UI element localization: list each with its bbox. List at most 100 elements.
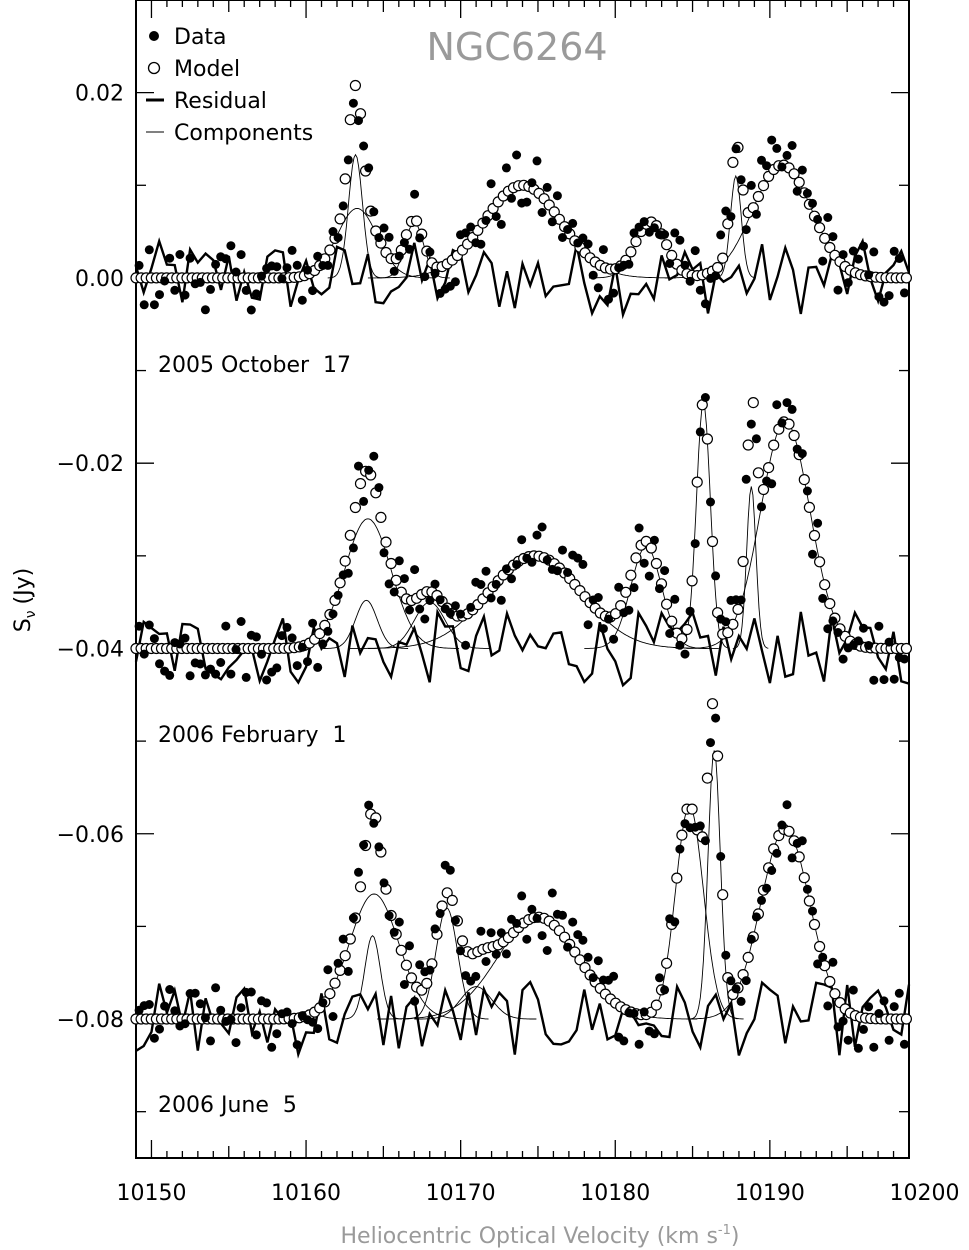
data-point	[410, 565, 420, 575]
data-point	[415, 604, 425, 614]
data-point	[757, 502, 766, 512]
data-point	[802, 486, 812, 496]
y-tick-label: −0.02	[57, 452, 124, 477]
data-point	[624, 259, 634, 269]
data-point	[165, 985, 175, 994]
data-point	[216, 658, 226, 667]
data-point	[348, 98, 358, 108]
data-point	[787, 404, 797, 414]
data-point	[155, 659, 164, 669]
legend-label-model: Model	[174, 57, 240, 82]
data-point	[333, 233, 343, 243]
data-point	[267, 1042, 277, 1052]
data-point	[731, 984, 741, 994]
data-point	[394, 917, 404, 927]
residual-line	[134, 608, 910, 688]
data-point	[838, 250, 848, 260]
data-point	[884, 637, 894, 647]
data-point	[614, 582, 624, 592]
data-point	[588, 973, 598, 983]
data-point	[573, 553, 583, 563]
model-point	[706, 698, 719, 710]
data-point	[675, 844, 685, 854]
data-point	[384, 232, 394, 242]
x-axis-label: Heliocentric Optical Velocity (km s-1)	[341, 1223, 740, 1249]
data-point	[598, 624, 608, 634]
data-point	[496, 928, 506, 938]
data-point	[211, 669, 221, 679]
data-point	[879, 675, 889, 685]
data-point	[864, 1002, 874, 1012]
data-point	[303, 265, 312, 275]
data-point	[532, 530, 542, 540]
model-point	[803, 501, 816, 513]
data-point	[859, 1024, 868, 1034]
model-point	[625, 246, 637, 258]
data-point	[415, 233, 425, 243]
model-point	[339, 950, 351, 962]
data-point	[134, 621, 144, 631]
model-point	[324, 988, 336, 1000]
data-point	[864, 641, 874, 650]
model-point	[824, 241, 836, 254]
data-point	[507, 193, 516, 203]
data-point	[313, 1024, 323, 1034]
data-point	[211, 259, 221, 269]
data-point	[476, 926, 486, 936]
model-point	[829, 988, 841, 1000]
model-point	[732, 603, 744, 616]
data-point	[160, 1001, 170, 1011]
data-point	[379, 548, 389, 558]
data-point	[609, 971, 619, 981]
data-point	[466, 602, 476, 612]
data-point	[160, 276, 170, 286]
data-point	[195, 277, 205, 287]
data-point	[297, 642, 307, 652]
data-point	[251, 632, 261, 642]
model-point	[737, 184, 749, 196]
data-point	[394, 556, 404, 566]
data-point	[838, 654, 848, 664]
data-point	[466, 222, 476, 232]
data-point	[410, 189, 420, 199]
data-point	[532, 913, 542, 923]
data-point	[450, 601, 460, 611]
model-point	[819, 232, 831, 244]
data-point	[430, 924, 440, 934]
data-point	[257, 271, 266, 281]
data-point	[216, 1005, 226, 1015]
data-point	[578, 935, 588, 945]
y-tick-label: 0.00	[75, 267, 124, 292]
data-point	[797, 449, 807, 459]
data-point	[838, 1016, 848, 1026]
data-point	[604, 614, 613, 624]
data-point	[537, 931, 547, 941]
data-point	[211, 983, 221, 993]
model-point	[441, 887, 453, 899]
data-point	[736, 595, 746, 605]
data-point	[746, 934, 756, 944]
data-point	[282, 622, 292, 632]
data-point	[782, 800, 792, 810]
data-point	[486, 593, 496, 603]
data-point	[272, 663, 282, 673]
data-point	[700, 836, 710, 846]
data-point	[782, 398, 792, 408]
model-point	[824, 975, 836, 988]
data-point	[859, 241, 868, 251]
data-point	[828, 616, 838, 626]
data-point	[690, 246, 700, 256]
y-tick-label: 0.02	[75, 82, 124, 107]
data-point	[425, 965, 435, 975]
data-point	[823, 213, 833, 222]
epoch-2	[130, 393, 913, 688]
data-point	[552, 191, 562, 201]
y-tick-label: −0.08	[57, 1008, 124, 1033]
data-point	[374, 842, 384, 852]
data-point	[231, 267, 241, 277]
model-point	[660, 957, 673, 969]
data-point	[241, 672, 251, 682]
model-point	[385, 557, 397, 570]
data-point	[741, 976, 751, 986]
data-point	[405, 605, 414, 615]
